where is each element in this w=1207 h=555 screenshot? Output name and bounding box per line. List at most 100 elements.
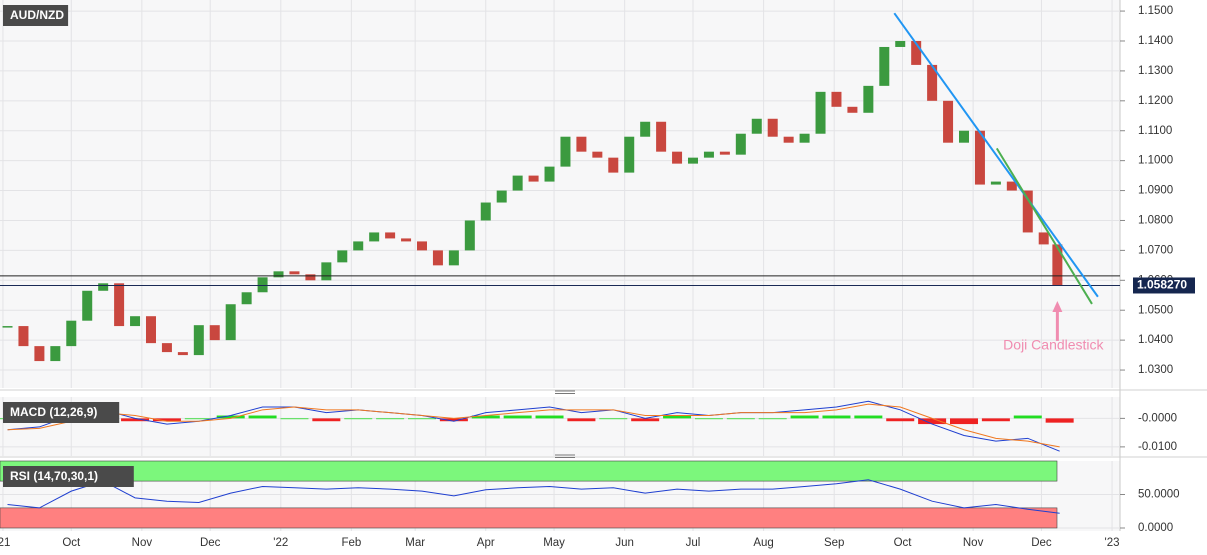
candle [161,343,172,353]
x-tick-label: Nov [963,537,984,549]
rsi-line [7,479,1060,514]
candle [145,316,156,344]
macd-histogram-bar [1013,415,1042,419]
candle [719,151,730,155]
labels: 1.1500 1.1400 1.1300 1.1200 1.1100 1.1000 1.09… [0,5,1195,549]
y-tick-label: 1.1400 [1138,35,1173,47]
candle [209,325,220,341]
macd-histogram-bar [694,418,723,420]
x-tick-label: Dec [200,537,221,549]
x-tick-label: Mar [405,537,425,549]
candle [289,271,300,275]
y-tick-label: 1.1000 [1138,155,1173,167]
rsi-band [0,460,1058,482]
candle [879,46,890,86]
x-tick-label: Sep [824,537,844,549]
macd-histogram-bar [567,418,596,422]
candle [847,106,858,113]
x-tick-label: Aug [753,537,773,549]
macd-histogram-bar [121,418,150,422]
x-tick-label: Nov [132,537,153,549]
y-tick-label: 1.1500 [1138,5,1173,17]
candle [416,241,427,251]
macd-histogram-bar [886,418,915,422]
candle [1006,181,1017,191]
candle [193,325,204,356]
macd-pane [0,397,1120,456]
candle [401,238,412,242]
macd-histogram-bar [599,418,628,420]
candle [703,151,714,158]
candle [895,40,906,47]
macd-histogram-bar [981,418,1010,422]
candle [480,202,491,221]
x-tick-label: Oct [62,537,81,549]
candle [50,346,61,362]
pane-title-box [3,402,120,423]
y-tick-label: 0.0000 [1138,522,1173,534]
candle [831,91,842,107]
macd-histogram-bar [407,418,436,420]
macd-line [7,403,1060,448]
macd-histogram-bar [312,418,341,422]
candle [687,157,698,164]
y-tick-label: -0.0100 [1138,441,1177,453]
candle [990,181,1001,185]
pane-title-box [3,5,69,26]
candle [448,250,459,266]
pane-title: RSI (14,70,30,1) [10,469,98,483]
candle [82,290,93,321]
macd-histogram-bar [535,415,564,419]
y-tick-label: 1.0400 [1138,334,1173,346]
macd-histogram-bar [950,418,979,425]
macd-histogram-bar [1045,418,1074,423]
candle [241,292,252,305]
macd-histogram-bar [790,415,819,419]
x-tick-label: Apr [477,537,495,549]
macd-histogram-bar [344,418,373,420]
candle [464,220,475,251]
y-tick-label: 1.1200 [1138,95,1173,107]
x-tick-label: Jul [686,537,701,549]
x-tick-label: May [543,537,565,549]
macd-histogram-bar [152,418,181,422]
candle [114,283,125,327]
price-pane [0,0,1120,388]
pane-handle[interactable] [555,390,575,394]
macd-histogram-bar [663,415,692,419]
candle [1022,190,1033,233]
macd-histogram-bar [758,418,787,420]
candle [257,277,268,293]
pane-handle[interactable] [555,454,575,458]
candle [767,118,778,137]
macd-histogram-bar [184,418,213,420]
y-tick-label: 1.0300 [1138,364,1173,376]
candle [528,175,539,182]
annotation-text: Doji Candlestick [1003,337,1104,353]
y-tick-label: 1.1100 [1138,125,1172,137]
x-tick-label: Dec [1031,537,1052,549]
x-tick-label: Jun [615,537,634,549]
pane-title: MACD (12,26,9) [10,405,97,419]
candle [815,91,826,134]
candle [321,262,332,281]
candle [799,133,810,143]
pane-title-box [3,466,134,487]
x-tick-label: Feb [341,537,361,549]
candle [592,151,603,158]
candle [2,326,13,328]
macd-histogram-bar [439,418,468,422]
x-tick-label: '22 [273,537,288,549]
candle [608,157,619,173]
macd-histogram-bar [280,418,309,420]
candle [863,85,874,113]
candle [512,175,523,191]
candle [1038,232,1049,245]
candle [130,316,141,327]
candle [66,320,77,347]
candle [624,136,635,173]
last-price-box [1133,277,1195,294]
macd-histogram-bar [854,415,883,419]
candle [273,271,284,278]
candle [34,346,45,362]
